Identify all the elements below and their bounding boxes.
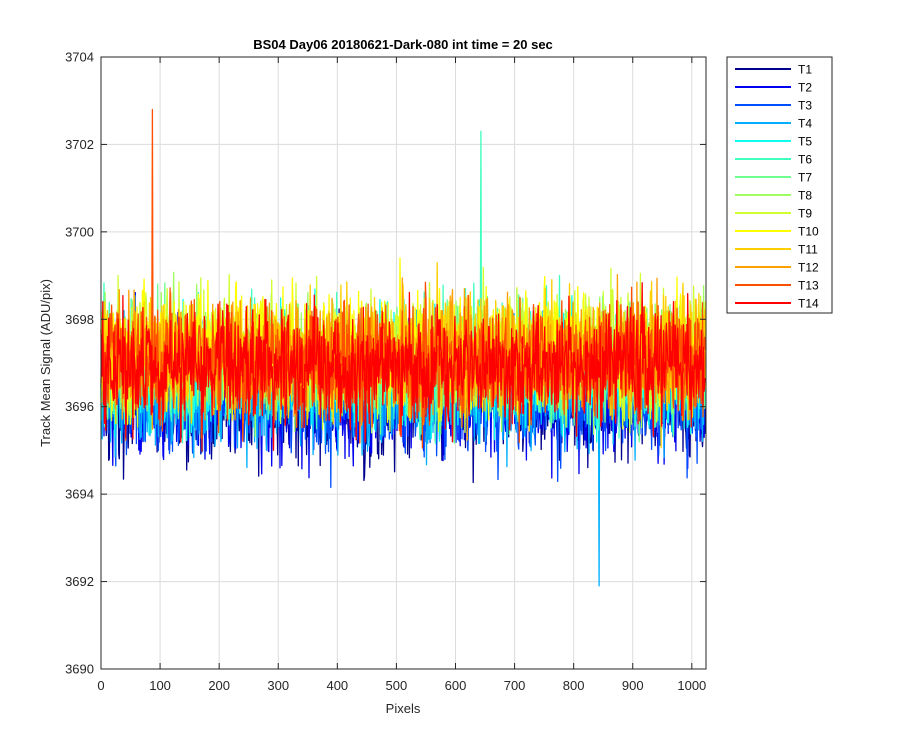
legend-label: T12 [798,261,819,275]
legend-label: T14 [798,297,819,311]
legend-label: T10 [798,225,819,239]
y-tick-label: 3700 [65,224,94,239]
series-line [100,282,707,452]
x-tick-label: 400 [326,678,348,693]
y-tick-label: 3698 [65,312,94,327]
x-tick-label: 900 [622,678,644,693]
y-tick-label: 3694 [65,487,94,502]
legend-box [726,56,833,314]
series-lines [100,108,707,587]
legend: T1 T2 T3 T4 T5 T6 T7 T8 T9 T10 T11 T12 T13 T14 [726,56,833,314]
legend-label: T4 [798,117,812,131]
legend-label: T5 [798,135,812,149]
legend-label: T8 [798,189,812,203]
x-tick-label: 700 [504,678,526,693]
x-axis-label: Pixels [386,701,421,716]
legend-label: T13 [798,279,819,293]
y-tick-label: 3702 [65,137,94,152]
y-axis-label: Track Mean Signal (ADU/pix) [38,279,53,447]
y-tick-label: 3692 [65,574,94,589]
x-tick-label: 300 [267,678,289,693]
legend-label: T3 [798,99,812,113]
legend-label: T9 [798,207,812,221]
legend-label: T6 [798,153,812,167]
x-tick-label: 0 [97,678,104,693]
legend-label: T7 [798,171,812,185]
y-tick-label: 3704 [65,50,94,65]
x-tick-label: 500 [386,678,408,693]
x-tick-label: 600 [445,678,467,693]
y-tick-label: 3696 [65,399,94,414]
legend-label: T11 [798,243,818,257]
chart-title: BS04 Day06 20180621-Dark-080 int time = … [253,37,553,52]
y-tick-label: 3690 [65,662,94,677]
plot-border [100,56,707,670]
x-tick-label: 1000 [677,678,706,693]
x-tick-label: 800 [563,678,585,693]
x-tick-label: 100 [149,678,171,693]
legend-label: T1 [798,63,812,77]
x-tick-label: 200 [208,678,230,693]
legend-label: T2 [798,81,812,95]
axis-ticks: 0 100 200 300 400 500 600 700 800 900 1000 3690 3692… [65,50,706,694]
